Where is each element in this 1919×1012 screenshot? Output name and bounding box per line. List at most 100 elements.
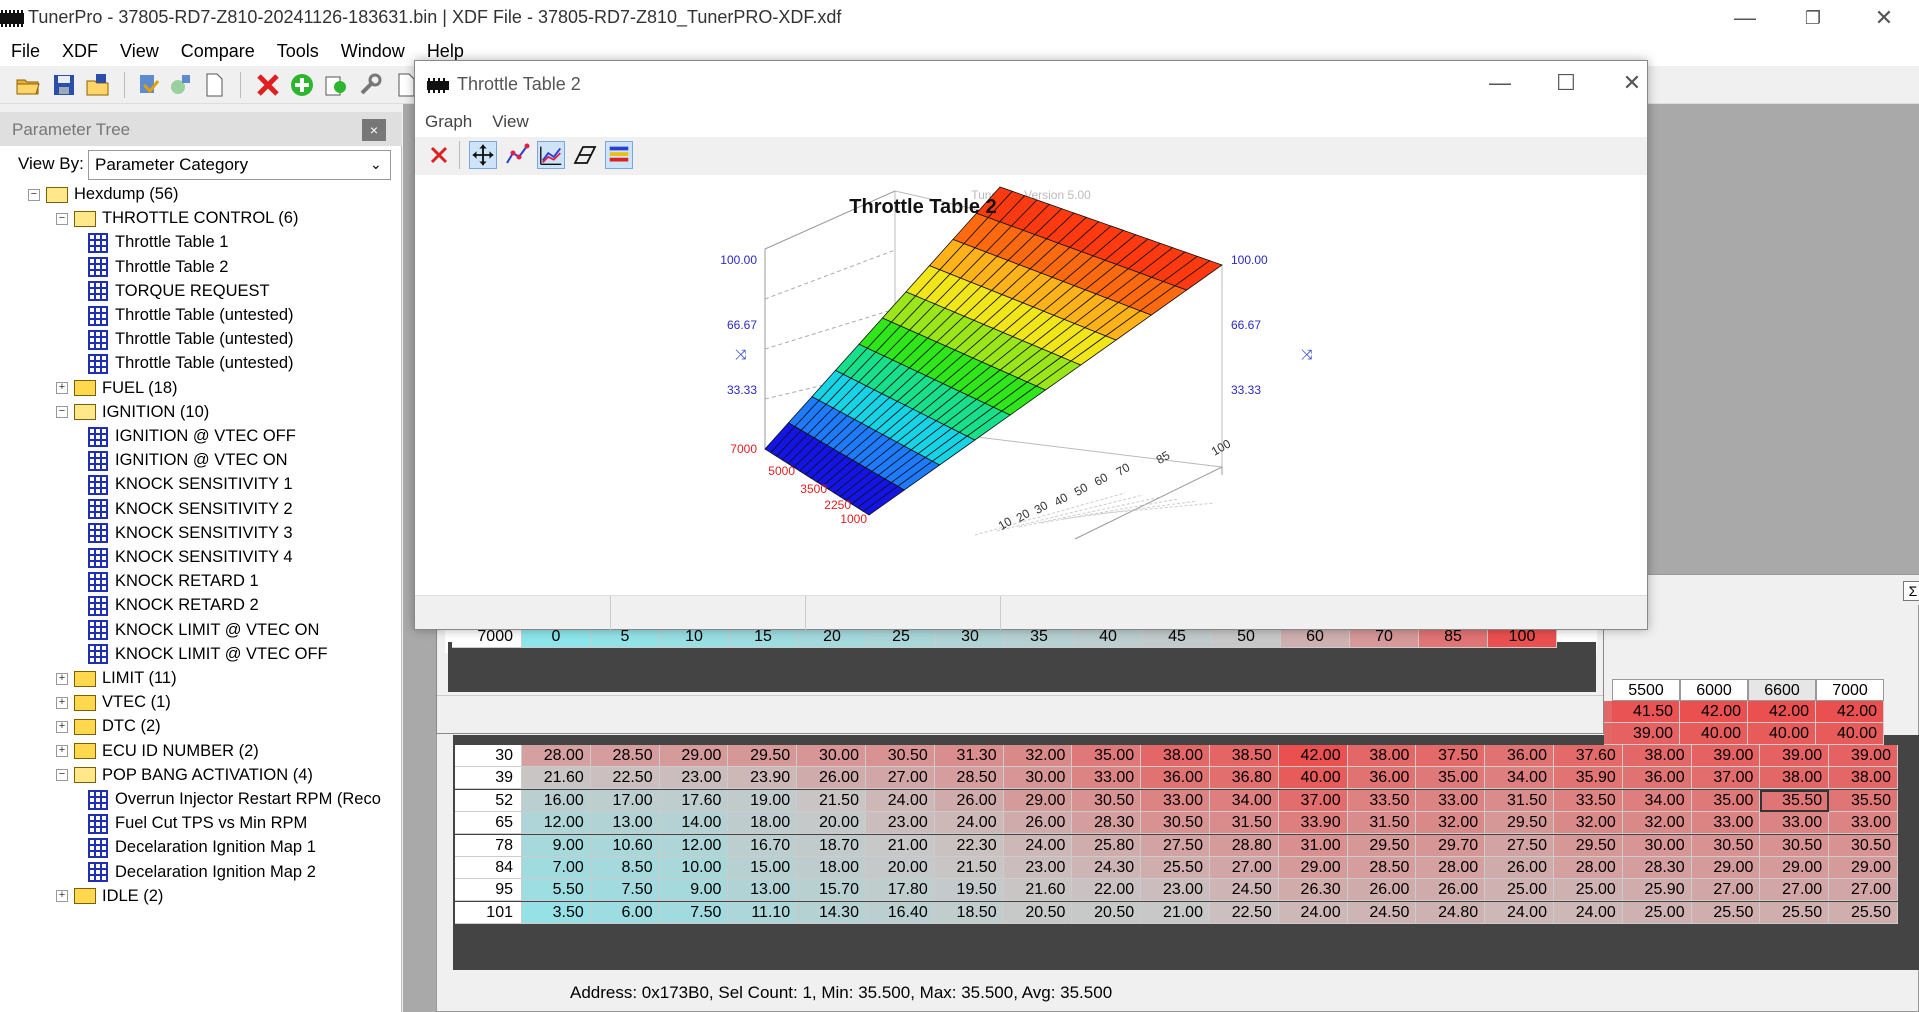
graph-maximize-button[interactable]: ☐: [1556, 70, 1576, 95]
tree-item-folder[interactable]: − Hexdump (56): [28, 182, 179, 206]
tree-item-table[interactable]: KNOCK LIMIT @ VTEC OFF: [88, 642, 328, 666]
collapse-icon[interactable]: −: [56, 212, 68, 225]
tree-item-folder[interactable]: + VTEC (1): [56, 690, 171, 714]
wrench-icon[interactable]: [356, 71, 384, 99]
tree-item-folder[interactable]: + DTC (2): [56, 714, 161, 738]
copy-item-icon[interactable]: [322, 71, 350, 99]
tree-item-label: THROTTLE CONTROL (6): [102, 209, 299, 228]
status-divider: [1000, 596, 1001, 630]
tree-item-table[interactable]: IGNITION @ VTEC OFF: [88, 424, 296, 448]
tree-item-folder[interactable]: − POP BANG ACTIVATION (4): [56, 763, 313, 787]
folder-icon: [74, 670, 96, 687]
menu-window[interactable]: Window: [340, 41, 405, 61]
menu-tools[interactable]: Tools: [276, 41, 319, 61]
menu-help[interactable]: Help: [426, 41, 464, 61]
y-tick: 7000: [730, 442, 757, 456]
table-icon: [88, 523, 108, 544]
tree-item-table[interactable]: IGNITION @ VTEC ON: [88, 448, 288, 472]
menu-compare[interactable]: Compare: [180, 41, 255, 61]
save-as-folder-icon[interactable]: [84, 71, 112, 99]
z-tick-right: 66.67: [1231, 318, 1261, 332]
restore-button[interactable]: ❐: [1804, 8, 1822, 28]
view-by-select[interactable]: Parameter Category: [88, 150, 391, 180]
tree-item-table[interactable]: Overrun Injector Restart RPM (Reco: [88, 787, 381, 811]
x-tick: 100: [1209, 436, 1234, 458]
close-graph-x-icon[interactable]: [425, 141, 453, 169]
tree-item-table[interactable]: Throttle Table 1: [88, 230, 228, 254]
tree-item-label: POP BANG ACTIVATION (4): [102, 765, 313, 784]
chevron-down-icon[interactable]: ⌄: [370, 156, 382, 172]
tree-item-table[interactable]: KNOCK RETARD 2: [88, 593, 259, 617]
load-bin-icon[interactable]: [134, 71, 162, 99]
table-icon: [88, 571, 108, 592]
tree-item-folder[interactable]: − IGNITION (10): [56, 400, 209, 424]
tree-item-label: Overrun Injector Restart RPM (Reco: [115, 790, 381, 808]
emulator-icon[interactable]: [166, 71, 194, 99]
tree-item-folder[interactable]: + IDLE (2): [56, 884, 163, 908]
tree-item-folder[interactable]: + LIMIT (11): [56, 666, 177, 690]
tree-item-table[interactable]: Decelaration Ignition Map 2: [88, 860, 316, 884]
graph-menu-graph[interactable]: Graph: [425, 112, 473, 131]
color-legend-icon[interactable]: [605, 141, 633, 169]
tree-item-label: KNOCK LIMIT @ VTEC OFF: [115, 644, 328, 663]
tree-item-table[interactable]: Throttle Table (untested): [88, 303, 294, 327]
save-icon[interactable]: [50, 71, 78, 99]
tree-item-table[interactable]: KNOCK LIMIT @ VTEC ON: [88, 618, 319, 642]
view-by-label: View By:: [18, 154, 84, 173]
graph-close-button[interactable]: ✕: [1622, 70, 1642, 95]
expand-icon[interactable]: +: [56, 696, 68, 709]
open-folder-icon[interactable]: [14, 71, 42, 99]
expand-icon[interactable]: +: [56, 890, 68, 903]
line-points-icon[interactable]: [503, 141, 531, 169]
delete-x-icon[interactable]: [254, 71, 282, 99]
tree-item-folder[interactable]: − THROTTLE CONTROL (6): [56, 206, 298, 230]
tree-item-table[interactable]: Decelaration Ignition Map 1: [88, 835, 316, 859]
minimize-button[interactable]: —: [1734, 5, 1756, 30]
tree-close-icon[interactable]: ×: [362, 119, 386, 141]
tree-item-label: KNOCK SENSITIVITY 2: [115, 499, 293, 518]
menu-xdf[interactable]: XDF: [62, 41, 99, 61]
expand-icon[interactable]: +: [56, 721, 68, 734]
add-green-icon[interactable]: [288, 71, 316, 99]
tree-item-label: VTEC (1): [102, 693, 171, 712]
tree-item-table[interactable]: Fuel Cut TPS vs Min RPM: [88, 811, 307, 835]
graph-window[interactable]: Throttle Table 2 — ☐ ✕ Graph View TunerP…: [414, 60, 1648, 630]
graph-minimize-button[interactable]: —: [1489, 70, 1511, 95]
expand-icon[interactable]: +: [56, 745, 68, 758]
tree-item-label: Decelaration Ignition Map 1: [115, 838, 316, 857]
collapse-icon[interactable]: −: [28, 188, 40, 201]
graph-window-titlebar: Throttle Table 2 — ☐ ✕: [415, 61, 1647, 107]
tree-item-table[interactable]: KNOCK SENSITIVITY 1: [88, 472, 293, 496]
close-button[interactable]: ✕: [1874, 5, 1894, 30]
new-document-icon[interactable]: [200, 71, 228, 99]
menu-view[interactable]: View: [120, 41, 159, 61]
tree-item-folder[interactable]: + FUEL (18): [56, 376, 178, 400]
parameter-tree-pane: Parameter Tree × View By: Parameter Cate…: [0, 112, 402, 1012]
tree-item-table[interactable]: Throttle Table (untested): [88, 327, 294, 351]
tree-item-table[interactable]: KNOCK SENSITIVITY 2: [88, 497, 293, 521]
tree-item-table[interactable]: KNOCK SENSITIVITY 4: [88, 545, 293, 569]
wireframe-icon[interactable]: [571, 141, 599, 169]
collapse-icon[interactable]: −: [56, 769, 68, 782]
surface-patch: [1174, 260, 1223, 291]
toolbar-separator: [124, 72, 125, 98]
tree-item-table[interactable]: Throttle Table (untested): [88, 351, 294, 375]
chip-icon: [427, 78, 449, 93]
tree-item-table[interactable]: KNOCK SENSITIVITY 3: [88, 521, 293, 545]
tree-item-table[interactable]: KNOCK RETARD 1: [88, 569, 259, 593]
menu-file[interactable]: File: [11, 41, 41, 61]
surface-plot[interactable]: TunerPro Version 5.00 Throttle Table 2 100…: [415, 175, 1647, 595]
folder-icon: [74, 380, 96, 397]
expand-icon[interactable]: +: [56, 382, 68, 395]
tree-item-folder[interactable]: + ECU ID NUMBER (2): [56, 739, 259, 763]
surface-graph-icon[interactable]: [537, 141, 565, 169]
expand-icon[interactable]: +: [56, 672, 68, 685]
collapse-icon[interactable]: −: [56, 406, 68, 419]
graph-menu-view[interactable]: View: [492, 112, 529, 131]
tree-item-table[interactable]: Throttle Table 2: [88, 255, 228, 279]
table-icon: [88, 329, 108, 350]
tree-item-table[interactable]: TORQUE REQUEST: [88, 279, 270, 303]
pan-move-icon[interactable]: [469, 141, 497, 169]
folder-icon: [74, 888, 96, 905]
sum-icon[interactable]: Σ: [1903, 581, 1919, 601]
